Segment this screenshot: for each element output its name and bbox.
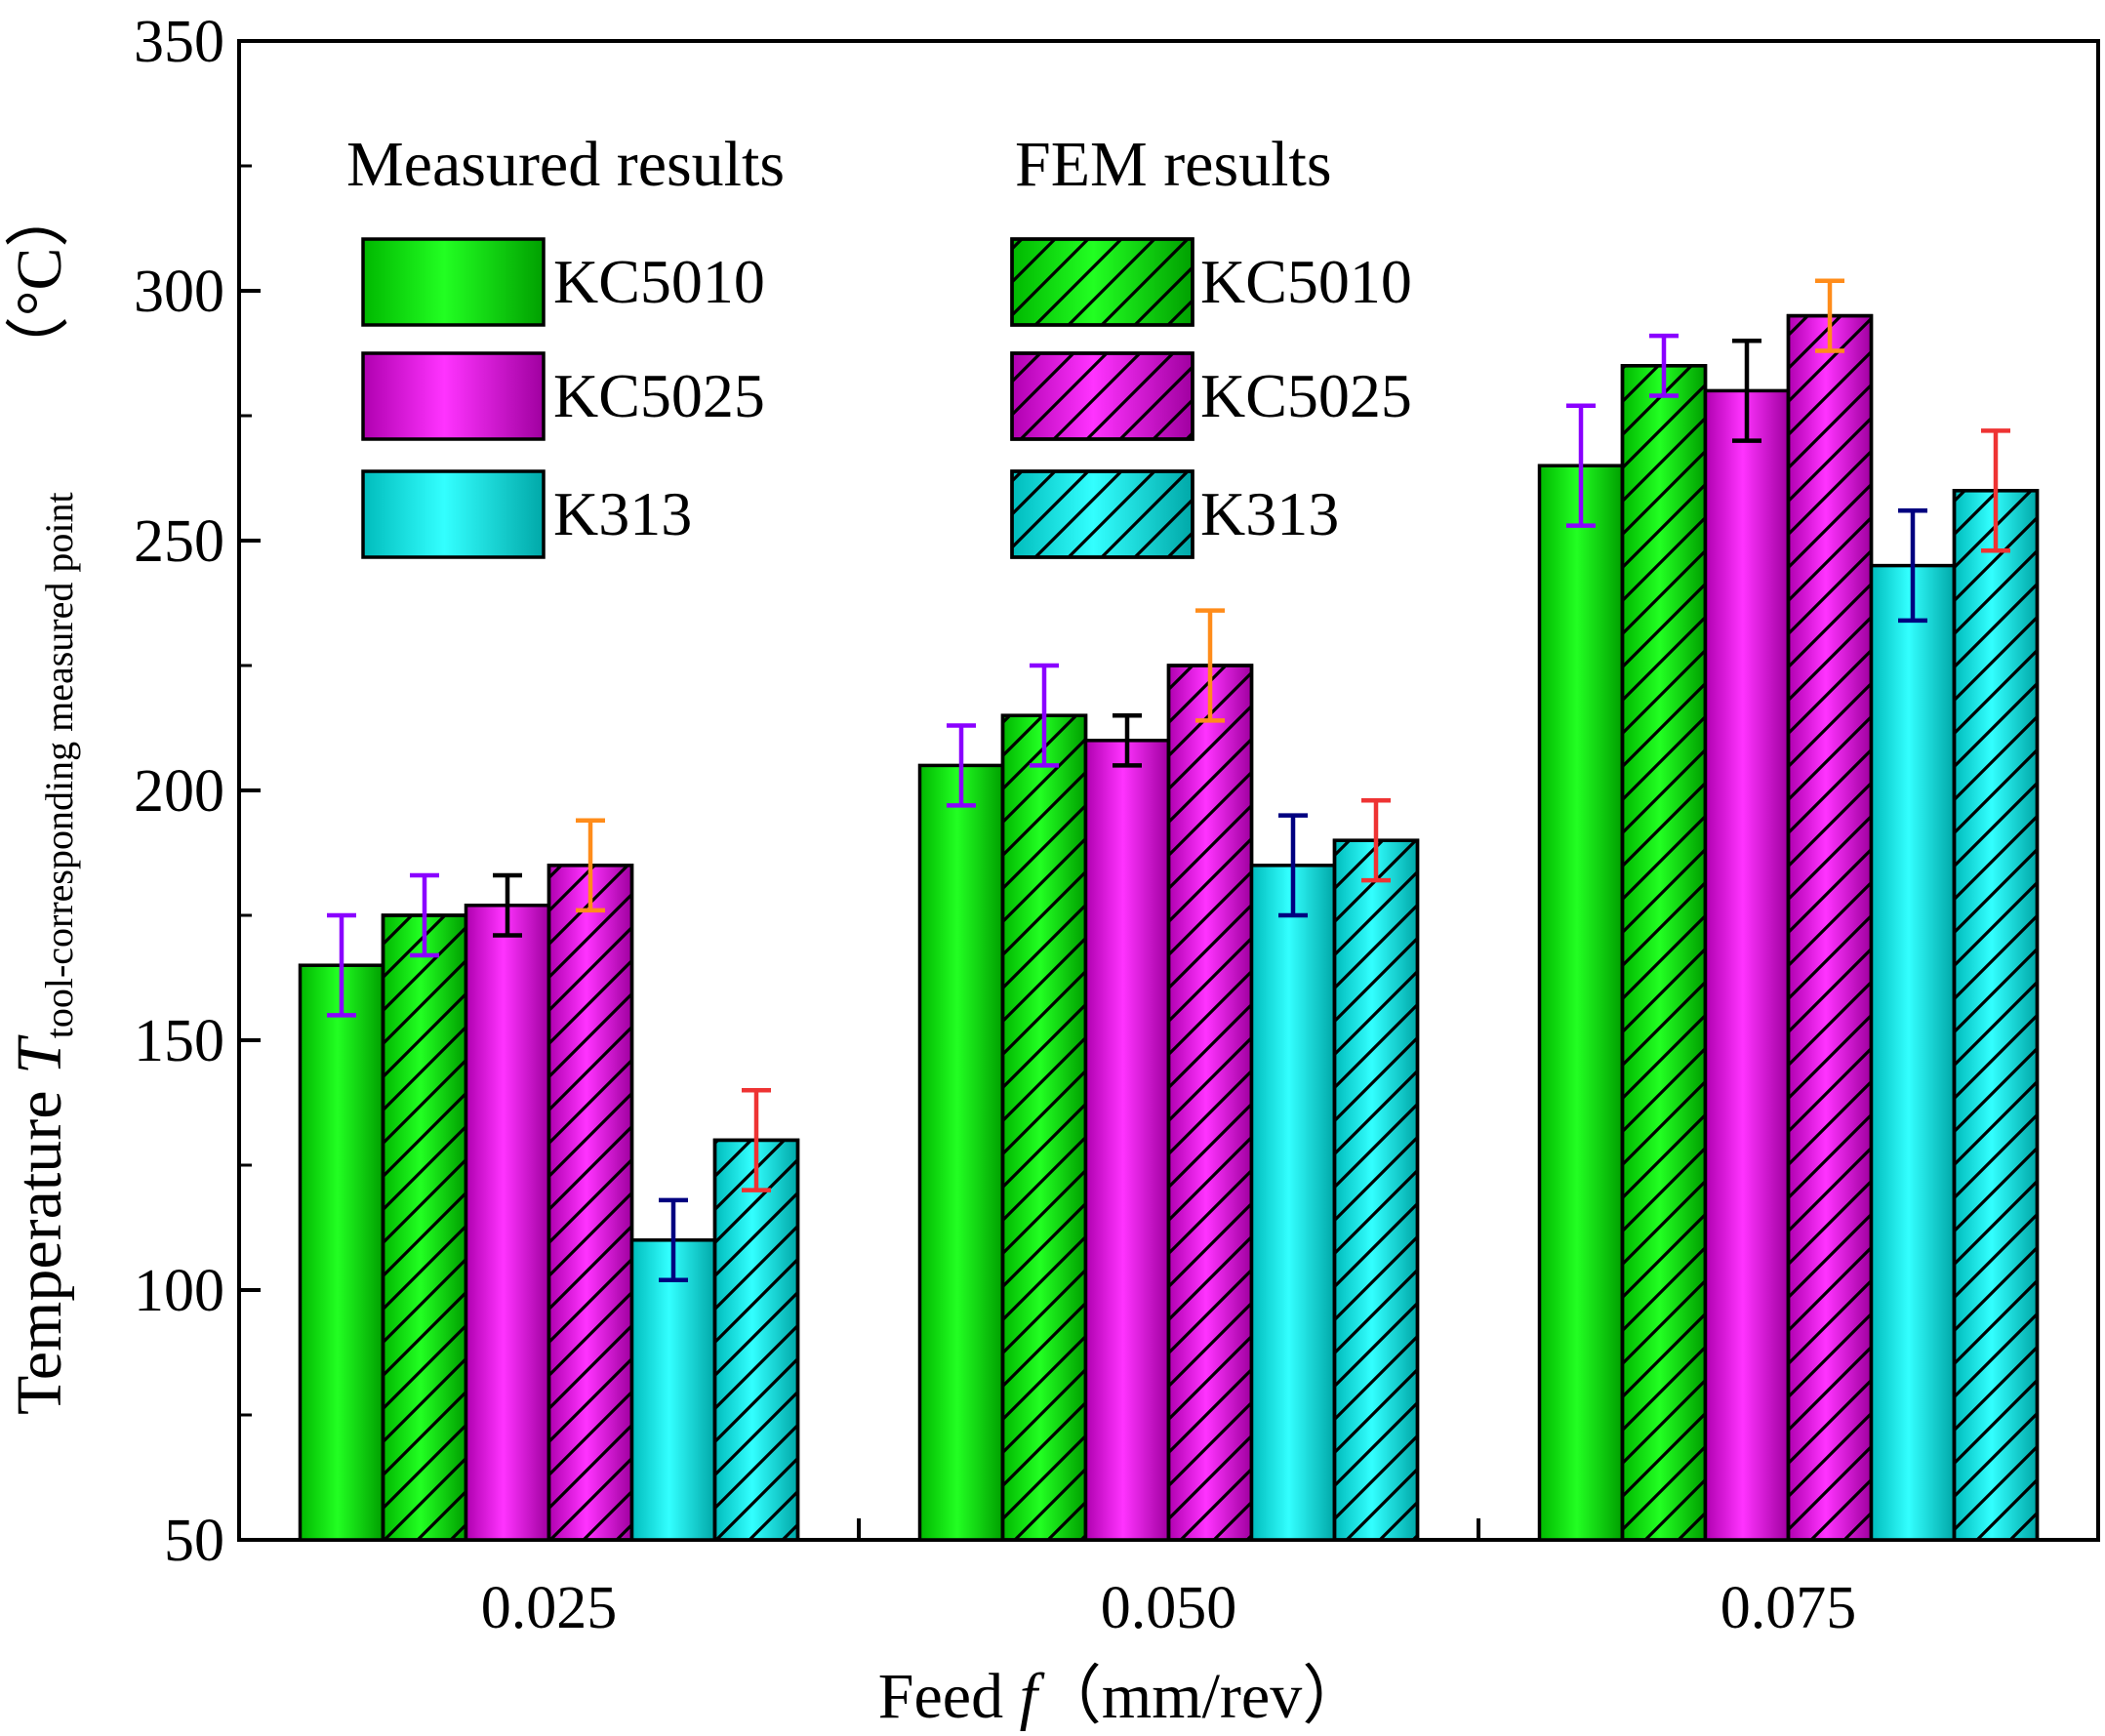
svg-text:Feed f（mm/rev）: Feed f（mm/rev） — [878, 1661, 1366, 1732]
svg-text:Temperature Ttool-correspondin: Temperature Ttool-corresponding measured… — [4, 492, 81, 1415]
x-axis-title-unit: （mm/rev） — [1037, 1661, 1366, 1732]
error-bar-k313-fem — [742, 1087, 771, 1192]
error-bar-k313-measured — [1278, 813, 1308, 918]
bar-hatch-kc5025-fem — [546, 864, 634, 1542]
legend-swatch-kc5025-measured — [361, 351, 546, 441]
x-tick-label: 0.025 — [481, 1575, 618, 1641]
y-axis-title-text: Temperature — [4, 1074, 75, 1415]
bar-hatch-kc5010-fem — [381, 913, 468, 1542]
bar-k313-measured — [629, 1238, 717, 1542]
error-bar-k313-fem — [1361, 797, 1391, 883]
error-bar-kc5025-fem — [576, 818, 605, 913]
bar-hatch-kc5025-fem — [1166, 664, 1254, 1542]
bar-hatch-k313-fem — [712, 1138, 800, 1542]
error-bar-k313-measured — [659, 1197, 688, 1283]
error-bar-kc5025-fem — [1815, 278, 1844, 353]
y-tick-label: 200 — [134, 758, 224, 825]
y-tick-label: 250 — [134, 508, 224, 575]
y-axis-title: Temperature Ttool-corresponding measured… — [4, 183, 81, 1415]
y-tick-label: 100 — [134, 1258, 224, 1324]
y-tick-label: 50 — [164, 1508, 224, 1574]
error-bar-kc5010-fem — [1649, 333, 1679, 398]
bar-kc5025-measured — [1083, 739, 1171, 1542]
error-bar-kc5010-fem — [410, 872, 439, 958]
bar-hatch-kc5025-fem — [1786, 313, 1874, 1542]
bar-kc5010-measured — [917, 763, 1005, 1542]
x-tick-label: 0.075 — [1720, 1575, 1857, 1641]
bar-hatch-k313-fem — [1952, 489, 2040, 1542]
bar-kc5025-measured — [464, 904, 551, 1542]
y-axis-title-variable: T — [4, 1034, 75, 1074]
bar-k313-measured — [1869, 563, 1957, 1542]
bar-kc5010-measured — [1537, 464, 1625, 1542]
legend-label-fem-k313: K313 — [1200, 479, 1339, 548]
legend-swatch-k313-measured — [361, 469, 546, 559]
legend-label-measured-kc5010: KC5010 — [553, 247, 765, 316]
legend-swatch-hatch-kc5010-fem — [1010, 237, 1194, 327]
y-tick-label: 300 — [134, 259, 224, 325]
y-tick-label: 350 — [134, 9, 224, 75]
legend-label-measured-k313: K313 — [553, 479, 692, 548]
bar-k313-measured — [1249, 864, 1337, 1542]
error-bar-k313-fem — [1981, 428, 2010, 553]
legend-heading-fem: FEM results — [1015, 129, 1332, 200]
error-bar-kc5025-measured — [1113, 712, 1142, 768]
y-axis-title-subscript: tool-corresponding measured point — [37, 492, 81, 1038]
legend: Measured results FEM results KC5010 KC50… — [346, 129, 1412, 559]
legend-label-measured-kc5025: KC5025 — [553, 361, 765, 430]
error-bar-kc5010-fem — [1030, 663, 1059, 768]
x-axis-title: Feed f（mm/rev） — [878, 1661, 1366, 1732]
bar-kc5010-measured — [298, 963, 385, 1542]
bar-hatch-kc5010-fem — [1000, 713, 1088, 1542]
error-bar-kc5010-measured — [327, 912, 356, 1018]
error-bar-kc5025-fem — [1195, 608, 1225, 723]
plot-area: 50 100 150 200 250 300 350 0.025 0.050 0.075 — [134, 9, 2100, 1641]
bar-hatch-kc5010-fem — [1620, 364, 1708, 1542]
y-tick-label: 150 — [134, 1008, 224, 1074]
error-bar-kc5010-measured — [1566, 403, 1596, 528]
y-axis-unit: （°C） — [4, 183, 75, 381]
bar-kc5025-measured — [1703, 388, 1791, 1542]
legend-label-fem-kc5025: KC5025 — [1200, 361, 1412, 430]
legend-swatch-hatch-k313-fem — [1010, 469, 1194, 559]
legend-heading-measured: Measured results — [346, 129, 785, 200]
error-bar-kc5025-measured — [493, 872, 522, 938]
error-bar-k313-measured — [1898, 508, 1927, 624]
x-axis-title-text: Feed — [878, 1661, 1020, 1732]
error-bar-kc5025-measured — [1732, 338, 1761, 443]
legend-label-fem-kc5010: KC5010 — [1200, 247, 1412, 316]
legend-swatch-kc5010-measured — [361, 237, 546, 327]
bar-hatch-k313-fem — [1332, 838, 1420, 1542]
error-bar-kc5010-measured — [947, 723, 976, 808]
x-tick-label: 0.050 — [1101, 1575, 1237, 1641]
legend-swatch-hatch-kc5025-fem — [1010, 351, 1194, 441]
